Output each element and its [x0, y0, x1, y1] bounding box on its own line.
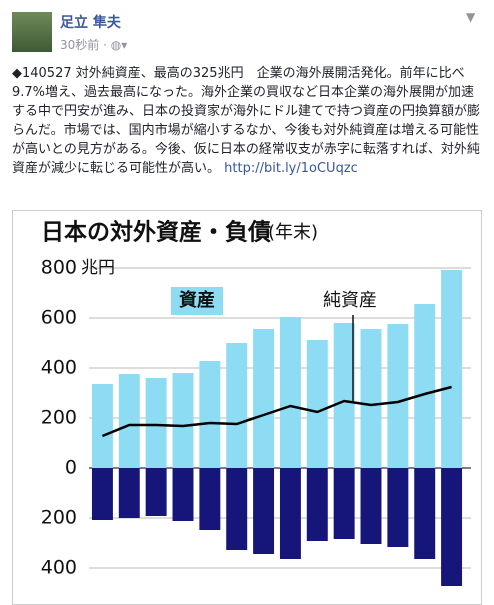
bar [333, 323, 355, 468]
bar [118, 374, 140, 468]
bar [441, 468, 463, 586]
bar [441, 270, 463, 468]
y-tick-label: 400 [41, 357, 77, 379]
bar [253, 329, 275, 468]
bar [199, 361, 221, 468]
y-tick-label: 200 [41, 507, 77, 529]
bar [414, 304, 436, 468]
y-tick-label: 400 [41, 557, 77, 579]
bar [118, 468, 140, 518]
post-body: ◆140527 対外純資産、最高の325兆円 企業の海外展開活発化。前年に比べ9… [12, 66, 481, 176]
bar [279, 317, 301, 468]
series-label: 純資産 [323, 290, 377, 311]
post-text: ◆140527 対外純資産、最高の325兆円 企業の海外展開活発化。前年に比べ9… [12, 64, 484, 178]
separator: · [103, 38, 107, 52]
series-label: 資産 [179, 289, 215, 311]
chart-title: 日本の対外資産・負債 [41, 219, 271, 246]
privacy-icon[interactable]: ◍▾ [110, 38, 128, 52]
y-tick-label: 200 [41, 407, 77, 429]
bar [226, 343, 248, 468]
bar [172, 468, 194, 521]
bar [172, 373, 194, 468]
chart: 日本の対外資産・負債 (年末) 400 200 0 200 400 600 800 兆円資産負… [12, 210, 482, 605]
net-line [101, 385, 452, 438]
bar [226, 468, 248, 550]
bar [279, 468, 301, 559]
bar [387, 468, 409, 547]
y-tick-label: 600 [41, 307, 77, 329]
bar [199, 468, 221, 530]
bar [306, 468, 328, 541]
bar [414, 468, 436, 559]
bar [387, 324, 409, 468]
y-unit: 兆円 [81, 258, 115, 278]
timestamp[interactable]: 30秒前 [60, 38, 100, 52]
series-label: 負債 [174, 569, 212, 592]
bar [253, 468, 275, 554]
bar [360, 329, 382, 468]
bar [360, 468, 382, 544]
post-link[interactable]: http://bit.ly/1oCUqzc [224, 161, 358, 176]
options-chevron[interactable]: ▼ [466, 10, 476, 24]
bar [306, 340, 328, 468]
author-name[interactable]: 足立 隼夫 [60, 15, 121, 31]
bar [333, 468, 355, 539]
bar [91, 468, 113, 520]
post-meta: 30秒前 · ◍▾ [60, 36, 127, 53]
bar [91, 384, 113, 468]
label-bg [171, 287, 223, 315]
y-tick-label: 800 [41, 257, 77, 279]
bar [145, 378, 167, 468]
chart-subtitle: (年末) [268, 222, 318, 243]
avatar[interactable] [12, 12, 52, 52]
y-tick-label: 0 [65, 457, 77, 479]
bar [145, 468, 167, 516]
